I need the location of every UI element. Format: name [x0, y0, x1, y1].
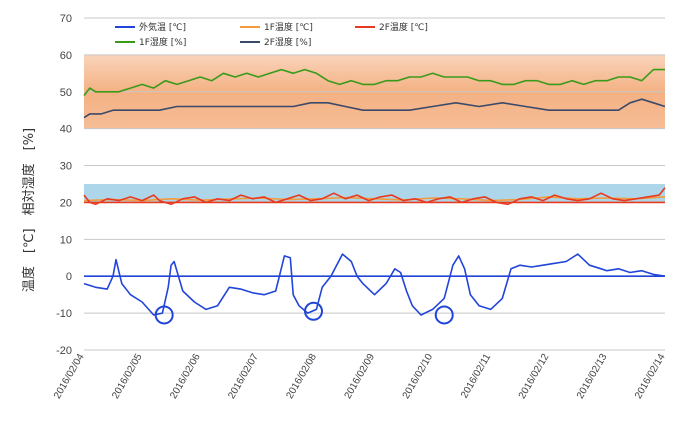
series-line [83, 253, 666, 316]
y-tick-label: -20 [56, 345, 72, 357]
x-tick-label: 2016/02/14 [633, 352, 668, 401]
x-tick-label: 2016/02/10 [401, 352, 436, 401]
legend-label: 外気温 [℃] [139, 21, 186, 33]
y-tick-labels: -20 -10 0 10 20 30 40 50 60 70 [56, 13, 72, 357]
x-tick-label: 2016/02/12 [517, 352, 552, 401]
legend-label: 2F温度 [℃] [379, 21, 428, 33]
series-line [83, 98, 666, 119]
y-axis-label: 温度 [℃] 相対湿度 [%] [21, 128, 37, 292]
x-tick-label: 2016/02/13 [575, 352, 610, 401]
x-tick-label: 2016/02/07 [226, 352, 261, 401]
x-tick-label: 2016/02/09 [343, 352, 378, 401]
temperature-band [84, 184, 665, 203]
x-tick-label: 2016/02/05 [110, 352, 145, 401]
series-line [83, 68, 665, 96]
x-tick-label: 2016/02/04 [52, 352, 87, 401]
series-lines [83, 68, 666, 316]
legend-label: 1F温度 [℃] [264, 21, 313, 33]
y-tick-label: 70 [60, 13, 72, 25]
legend-label: 2F湿度 [%] [264, 36, 311, 48]
reference-lines [84, 201, 665, 278]
cold-marker [434, 305, 454, 325]
grid-lines [84, 17, 665, 351]
x-tick-label: 2016/02/08 [284, 352, 319, 401]
cold-marker [303, 301, 323, 321]
highlight-markers [154, 301, 454, 325]
x-tick-labels: 2016/02/04 2016/02/05 2016/02/06 2016/02/07… [52, 352, 668, 401]
y-tick-label: 10 [60, 234, 72, 246]
x-tick-label: 2016/02/06 [168, 352, 203, 401]
y-tick-label: 60 [60, 50, 72, 62]
y-tick-label: -10 [56, 308, 72, 320]
legend-label: 1F湿度 [%] [139, 36, 186, 48]
y-tick-label: 50 [60, 87, 72, 99]
y-tick-label: 20 [60, 197, 72, 209]
cold-marker [154, 305, 174, 325]
legend: 外気温 [℃] 1F温度 [℃] 2F温度 [℃] 1F湿度 [%] 2F湿度 [%] [115, 21, 428, 48]
series-line [83, 187, 666, 206]
y-tick-label: 40 [60, 124, 72, 136]
y-tick-label: 0 [66, 271, 72, 283]
x-tick-label: 2016/02/11 [459, 352, 493, 401]
y-tick-label: 30 [60, 161, 72, 173]
